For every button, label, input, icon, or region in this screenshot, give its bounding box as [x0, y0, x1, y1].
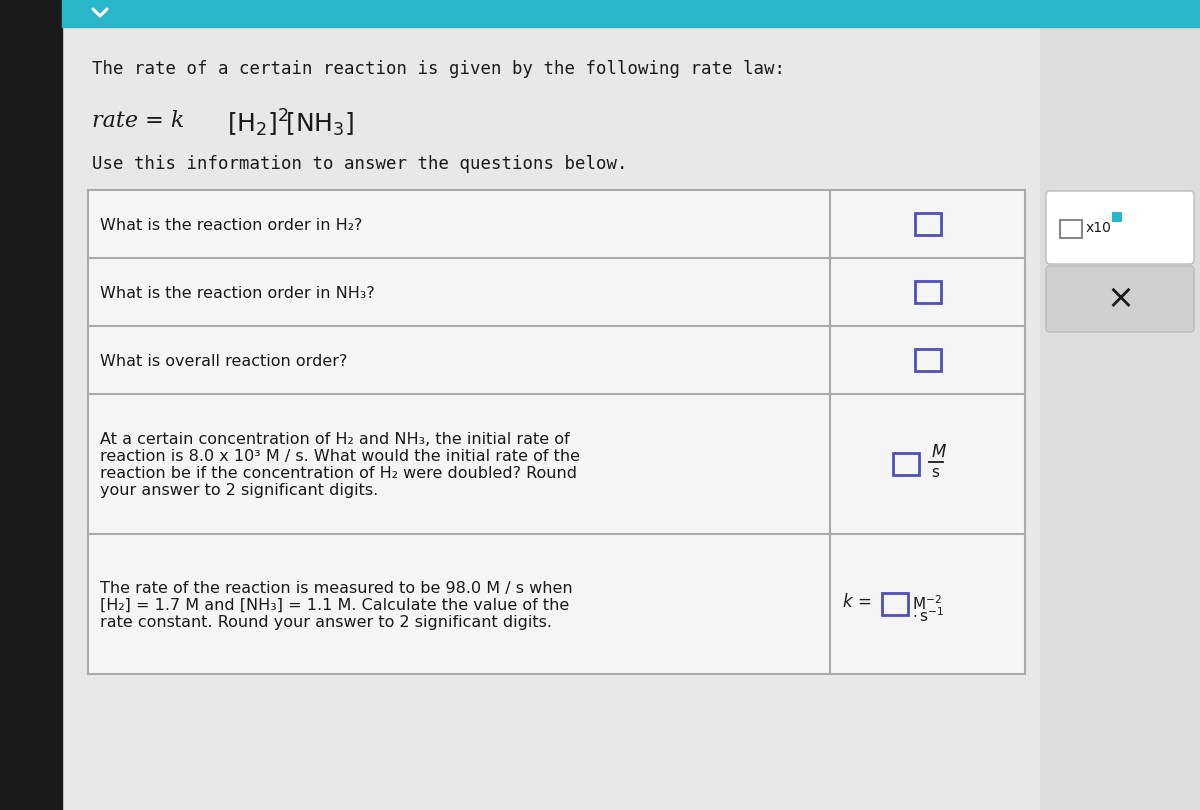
FancyBboxPatch shape	[1046, 191, 1194, 264]
Text: your answer to 2 significant digits.: your answer to 2 significant digits.	[100, 483, 378, 498]
Text: reaction be if the concentration of H₂ were doubled? Round: reaction be if the concentration of H₂ w…	[100, 466, 577, 481]
Text: What is overall reaction order?: What is overall reaction order?	[100, 353, 347, 369]
Bar	[88, 190, 1025, 674]
Text: ×: ×	[1106, 283, 1134, 316]
Bar	[882, 593, 908, 615]
Text: $\mathregular{M}^{-2}$: $\mathregular{M}^{-2}$	[912, 594, 942, 612]
Bar	[0, 0, 62, 810]
Text: What is the reaction order in H₂?: What is the reaction order in H₂?	[100, 218, 362, 232]
Text: At a certain concentration of H₂ and NH₃, the initial rate of: At a certain concentration of H₂ and NH₃…	[100, 432, 570, 447]
Text: The rate of a certain reaction is given by the following rate law:: The rate of a certain reaction is given …	[92, 60, 785, 78]
Text: $k\,=$: $k\,=$	[842, 593, 871, 611]
Text: Use this information to answer the questions below.: Use this information to answer the quest…	[92, 155, 628, 173]
Bar	[914, 213, 941, 235]
FancyBboxPatch shape	[1046, 266, 1194, 332]
Text: $\left[\mathrm{H_2}\right]^{2}\!\left[\mathrm{NH_3}\right]$: $\left[\mathrm{H_2}\right]^{2}\!\left[\m…	[227, 108, 354, 139]
Text: s: s	[931, 465, 940, 480]
Text: rate constant. Round your answer to 2 significant digits.: rate constant. Round your answer to 2 si…	[100, 615, 552, 629]
Text: x10: x10	[1086, 220, 1112, 235]
Text: reaction is 8.0 x 10³ M / s. What would the initial rate of the: reaction is 8.0 x 10³ M / s. What would …	[100, 449, 580, 464]
Text: rate = k: rate = k	[92, 110, 185, 132]
Text: What is the reaction order in NH₃?: What is the reaction order in NH₃?	[100, 285, 374, 301]
Bar	[62, 27, 1040, 810]
Text: $\cdot\,\mathregular{s}^{-1}$: $\cdot\,\mathregular{s}^{-1}$	[912, 606, 944, 625]
Bar	[914, 349, 941, 371]
Bar	[914, 281, 941, 303]
Text: [H₂] = 1.7 M and [NH₃] = 1.1 M. Calculate the value of the: [H₂] = 1.7 M and [NH₃] = 1.1 M. Calculat…	[100, 598, 569, 612]
Text: M: M	[931, 443, 946, 461]
Bar	[88, 190, 1025, 674]
Bar	[893, 453, 918, 475]
Text: The rate of the reaction is measured to be 98.0 M / s when: The rate of the reaction is measured to …	[100, 581, 572, 595]
Bar	[1040, 27, 1200, 810]
Bar	[1112, 211, 1122, 221]
Bar	[1060, 220, 1082, 237]
Bar	[62, 0, 1200, 27]
